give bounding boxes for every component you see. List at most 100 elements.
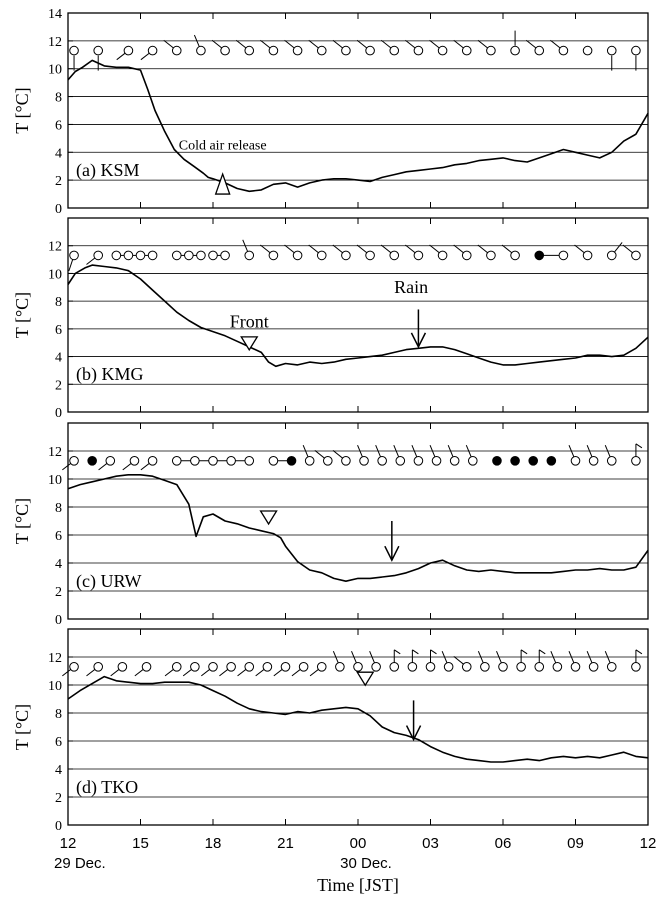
x-tick-label: 12 — [60, 835, 77, 852]
x-tick-label: 06 — [495, 835, 512, 852]
panel-1: 0 2 4 6 8 10 12 14 Cold air release (a) KSM T [°C] — [12, 7, 649, 217]
station-marker — [184, 250, 194, 261]
y-tick-label: 10 — [48, 63, 62, 78]
station-marker — [606, 250, 617, 261]
station-marker — [244, 45, 255, 56]
panel-2: 0 2 4 6 8 10 12 Front Rain (b) KMG T [°C] — [12, 217, 649, 421]
y-tick-label: 8 — [55, 91, 62, 106]
station-marker — [510, 250, 520, 261]
station-marker — [377, 456, 387, 466]
station-marker — [631, 250, 641, 261]
station-marker — [220, 45, 230, 56]
y-axis-title: T [°C] — [12, 87, 32, 133]
station-marker — [534, 662, 545, 672]
station-marker — [244, 250, 255, 261]
station-marker — [631, 456, 641, 466]
triangle-down-marker — [356, 671, 375, 687]
station-marker — [69, 662, 79, 672]
station-marker — [486, 250, 496, 261]
x-tick-label: 18 — [205, 835, 222, 852]
y-tick-label: 12 — [48, 651, 62, 666]
y-tick-label: 0 — [55, 202, 62, 217]
station-marker — [226, 662, 236, 672]
y-tick-label: 6 — [55, 323, 62, 338]
station-marker — [582, 45, 593, 56]
panel-label: (b) KMG — [76, 364, 144, 385]
station-marker — [558, 45, 569, 56]
y-tick-label: 12 — [48, 240, 62, 255]
annotation-text: Cold air release — [179, 139, 267, 154]
panel-frame — [67, 422, 649, 620]
triangle-down-marker — [259, 510, 278, 526]
station-marker — [461, 250, 472, 261]
station-marker — [147, 250, 158, 261]
rain-station-marker — [510, 456, 520, 466]
annotation-text: Rain — [394, 277, 428, 297]
x-tick-label: 03 — [422, 835, 439, 852]
y-tick-label: 2 — [55, 174, 62, 189]
x-tick-label: 12 — [640, 835, 657, 852]
station-marker — [190, 662, 200, 672]
station-marker — [570, 662, 581, 672]
station-marker — [389, 250, 400, 261]
station-marker — [196, 250, 206, 261]
station-marker — [461, 45, 472, 56]
station-marker — [196, 45, 206, 56]
rain-station-marker — [546, 456, 557, 466]
y-tick-label: 14 — [48, 7, 62, 22]
y-tick-label: 2 — [55, 791, 62, 806]
station-marker — [341, 456, 351, 466]
triangle-down-marker — [240, 336, 259, 352]
station-marker — [631, 45, 641, 56]
station-marker — [292, 45, 303, 56]
station-marker — [298, 662, 309, 672]
station-marker — [534, 45, 545, 56]
y-tick-label: 0 — [55, 613, 62, 628]
station-marker — [606, 45, 617, 56]
y-tick-label: 8 — [55, 295, 62, 310]
annotation-text: Front — [230, 311, 269, 331]
station-marker — [437, 250, 448, 261]
station-marker — [558, 250, 569, 261]
station-marker — [588, 662, 599, 672]
wind-barb-feather — [412, 649, 419, 655]
station-marker — [588, 456, 599, 466]
rain-station-marker — [528, 456, 539, 466]
station-marker — [425, 662, 436, 672]
panel-frame — [67, 12, 649, 209]
x-axis-title: Time [JST] — [317, 875, 399, 895]
y-axis-title: T [°C] — [12, 292, 32, 338]
station-marker — [570, 456, 581, 466]
station-marker — [365, 45, 375, 56]
station-marker — [413, 45, 424, 56]
x-tick-label: 00 — [350, 835, 367, 852]
station-marker — [147, 45, 158, 56]
station-marker — [141, 662, 152, 672]
shared-x-axis: 29 Dec. 30 Dec. Time [JST] 12 15 18 21 00 03 0… — [54, 835, 656, 895]
y-tick-label: 4 — [55, 557, 62, 572]
y-tick-label: 4 — [55, 763, 62, 778]
station-marker — [171, 250, 182, 261]
y-tick-label: 2 — [55, 585, 62, 600]
rain-station-marker — [534, 250, 545, 261]
station-marker — [437, 45, 448, 56]
station-marker — [123, 45, 134, 56]
station-marker — [268, 45, 279, 56]
y-tick-label: 10 — [48, 679, 62, 694]
y-tick-label: 6 — [55, 735, 62, 750]
arrow-head — [410, 332, 427, 349]
station-marker — [449, 456, 460, 466]
station-marker — [341, 250, 351, 261]
station-marker — [395, 456, 406, 466]
y-axis-title: T [°C] — [12, 704, 32, 750]
station-marker — [431, 456, 442, 466]
wind-barb-feather — [430, 649, 437, 655]
station-marker — [208, 662, 218, 672]
wind-barb-feather — [520, 649, 528, 655]
station-marker — [171, 456, 182, 466]
station-marker — [292, 250, 303, 261]
wind-barb-feather — [635, 649, 643, 655]
station-marker — [606, 662, 617, 672]
station-marker — [359, 456, 369, 466]
